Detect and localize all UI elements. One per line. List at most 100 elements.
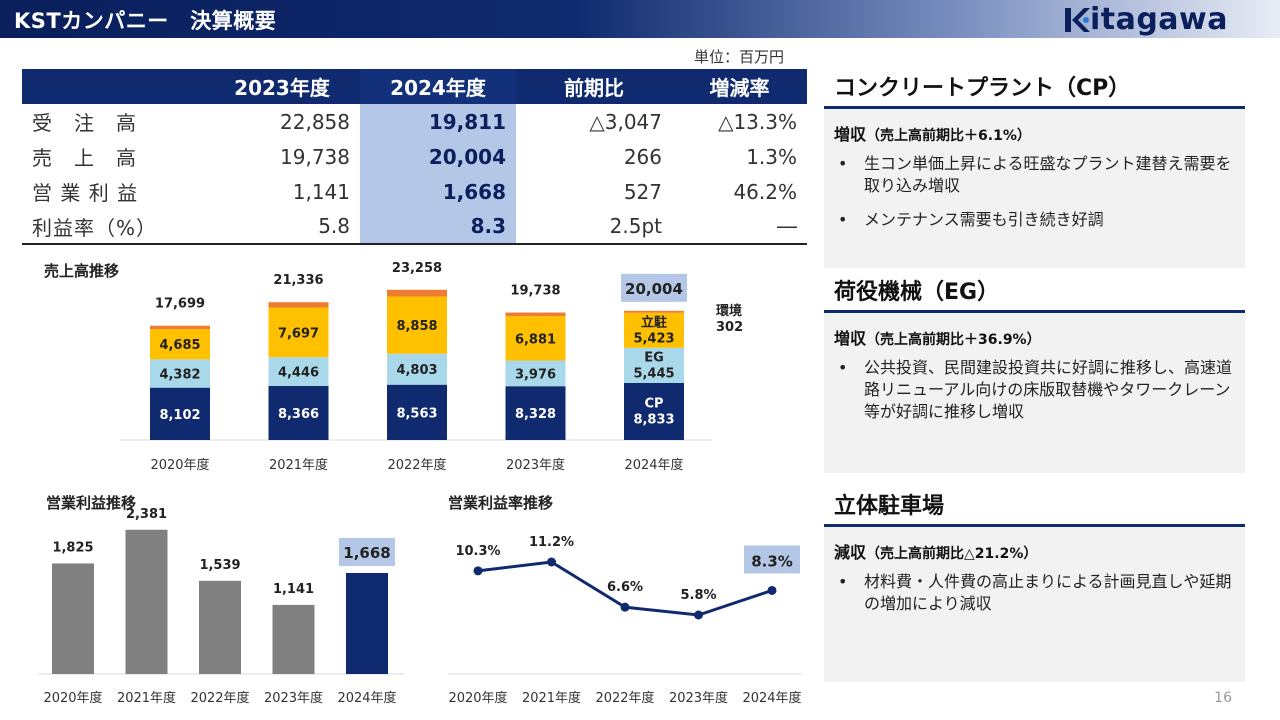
segment-value-label: 5,445	[633, 366, 674, 381]
x-tick-label: 2024年度	[337, 690, 396, 706]
total-label: 23,258	[392, 261, 442, 276]
operating-margin-chart: 営業利益率推移 10.3% 2020年度 11.2% 2021年度 6.6% 2022年度 5…	[448, 494, 802, 706]
data-point	[694, 610, 703, 620]
x-tick-label: 2021年度	[522, 690, 581, 706]
data-label: 8.3%	[751, 552, 793, 570]
x-tick-label: 2023年度	[669, 690, 728, 706]
header-cell-2023: 2023年度	[204, 69, 360, 104]
table-row-operating-profit: 営 業 利 益 1,141 1,668 527 46.2%	[22, 174, 807, 209]
panel-sub-main: 増収	[834, 329, 867, 348]
cell-rate: 1.3%	[746, 144, 797, 169]
cell-rate: 46.2%	[733, 179, 797, 204]
cell-2023: 22,858	[280, 109, 350, 134]
bar	[346, 572, 388, 674]
segment-value-label: 8,563	[396, 406, 437, 421]
segment-value-label: 4,803	[396, 363, 437, 378]
bar-segment-立駐	[505, 316, 566, 361]
x-tick-label: 2022年度	[190, 690, 249, 706]
panel-sub-detail: （売上高前期比＋36.9%）	[866, 332, 1041, 348]
segment-series-label: CP	[644, 396, 663, 411]
total-label: 20,004	[625, 280, 683, 298]
bar-segment-立駐	[268, 307, 329, 358]
total-label: 17,699	[155, 297, 205, 312]
segment-value-label: 7,697	[278, 326, 319, 341]
panel-title: コンクリートプラント（CP）	[824, 69, 1245, 109]
cell-2023: 19,738	[280, 144, 350, 169]
value-highlight-box	[744, 545, 800, 574]
summary-table: 2023年度 2024年度 前期比 増減率 受 注 高 22,858 19,81…	[22, 69, 807, 245]
cell-2024: 20,004	[360, 139, 516, 174]
data-point	[620, 602, 630, 612]
total-highlight-box	[621, 273, 687, 302]
bar-segment-環境	[268, 302, 329, 308]
panel-subtitle: 減収（売上高前期比△21.2%）	[824, 527, 1245, 563]
x-tick-label: 2024年度	[624, 457, 683, 473]
x-tick-label: 2022年度	[595, 690, 654, 706]
row-label: 売 上 高	[32, 146, 137, 170]
cell-rate: △13.3%	[718, 109, 797, 134]
bar-segment-CP	[150, 387, 210, 440]
total-label: 19,738	[510, 284, 560, 299]
bar	[199, 580, 241, 674]
x-tick-label: 2020年度	[448, 690, 507, 706]
panel-cp: コンクリートプラント（CP） 増収（売上高前期比＋6.1%） 生コン単価上昇によ…	[824, 69, 1245, 268]
segment-value-label: 8,833	[633, 412, 674, 427]
row-label: 受 注 高	[32, 111, 137, 135]
data-label: 1,668	[343, 544, 390, 562]
segment-series-label: EG	[644, 350, 664, 365]
cell-2023: 5.8	[204, 209, 360, 245]
data-label: 1,825	[52, 540, 93, 555]
cell-yoy: 527	[623, 179, 662, 204]
bar-segment-CP	[505, 386, 566, 440]
logo-k-icon	[1064, 8, 1090, 32]
bar-segment-立駐	[624, 312, 684, 348]
chart-title: 営業利益率推移	[448, 494, 553, 512]
cell-2024: 8.3	[360, 209, 516, 245]
list-item: メンテナンス需要も引き続き好調	[836, 209, 1235, 231]
bar-segment-EG	[505, 360, 566, 387]
bar-segment-EG	[268, 357, 329, 386]
panel-sub-detail: （売上高前期比△21.2%）	[866, 546, 1038, 562]
bar-segment-CP	[624, 382, 684, 440]
data-label: 2,381	[126, 507, 167, 522]
cell-2024: 1,668	[360, 174, 516, 209]
header-bar: KSTカンパニー 決算概要 itagawa	[0, 0, 1280, 38]
header-cell-yoy: 前期比	[516, 69, 672, 104]
bar-segment-EG	[150, 359, 210, 388]
data-point	[767, 585, 777, 595]
panel-subtitle: 増収（売上高前期比＋36.9%）	[824, 313, 1245, 349]
list-item: 生コン単価上昇による旺盛なプラント建替え需要を取り込み増収	[836, 153, 1235, 197]
segment-value-label: 302	[716, 320, 743, 335]
data-label: 1,141	[273, 582, 314, 597]
list-item: 公共投資、民間建設投資共に好調に推移し、高速道路リニューアル向けの床版取替機やタ…	[836, 357, 1235, 423]
bar	[272, 604, 315, 674]
cell-2024: 19,811	[360, 104, 516, 139]
table-row-margin: 利益率（%） 5.8 8.3 2.5pt ―	[22, 209, 807, 245]
panel-sub-main: 減収	[834, 543, 867, 562]
segment-value-label: 4,685	[159, 338, 200, 353]
bar-segment-立駐	[150, 329, 210, 360]
row-label: 利益率（%）	[22, 209, 204, 245]
header-cell-2024: 2024年度	[360, 69, 516, 104]
bar	[52, 563, 94, 674]
page-title: KSTカンパニー 決算概要	[14, 9, 277, 33]
data-label: 5.8%	[680, 588, 716, 603]
x-tick-label: 2022年度	[387, 457, 446, 473]
x-tick-label: 2023年度	[506, 457, 565, 473]
sales-trend-chart: 売上高推移 8,102 4,382 4,685 17,699 2020年度 8,366 4,4…	[44, 261, 743, 473]
segment-value-label: 4,446	[278, 366, 319, 381]
bar-segment-環境	[150, 325, 210, 330]
cell-2023: 1,141	[292, 179, 350, 204]
list-item: 材料費・人件費の高止まりによる計画見直しや延期の増加により減収	[836, 571, 1235, 615]
segment-value-label: 3,976	[515, 367, 556, 382]
data-label: 10.3%	[455, 544, 500, 559]
header-cell-blank	[22, 69, 204, 104]
segment-value-label: 8,102	[159, 408, 200, 423]
panel-parking: 立体駐車場 減収（売上高前期比△21.2%） 材料費・人件費の高止まりによる計画…	[824, 487, 1245, 682]
bar	[125, 529, 168, 674]
chart-title: 売上高推移	[44, 262, 119, 280]
segment-value-label: 8,328	[515, 407, 556, 422]
total-label: 21,336	[273, 273, 323, 288]
segment-series-label: 環境	[716, 303, 742, 319]
unit-label: 単位：百万円	[694, 48, 785, 66]
